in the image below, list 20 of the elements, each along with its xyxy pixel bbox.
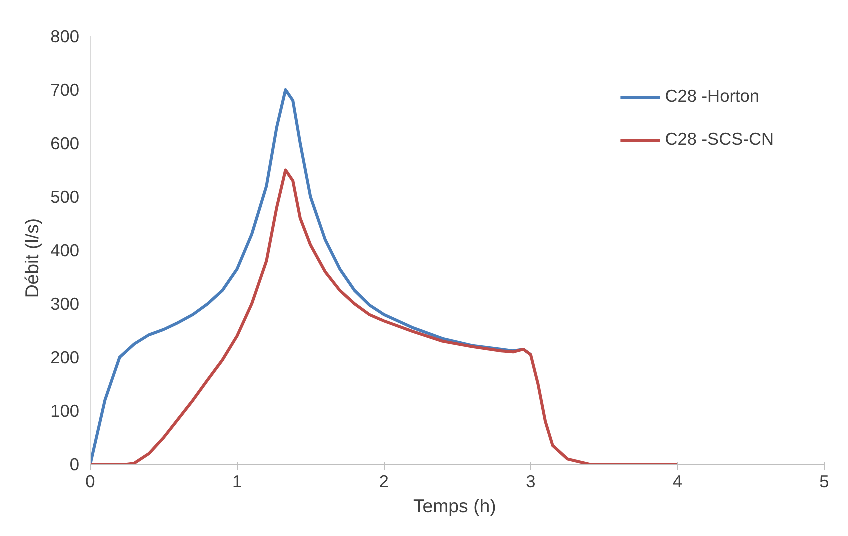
- x-tick-label: 4: [672, 472, 683, 492]
- x-tick-label: 2: [379, 472, 389, 492]
- line-series: [90, 168, 680, 464]
- y-tick-label: 600: [50, 134, 80, 154]
- y-tick-label: 0: [70, 454, 80, 474]
- legend-label: C28 -Horton: [665, 86, 760, 107]
- x-tick-label: 0: [86, 472, 96, 492]
- y-axis-title: Débit (l/s): [22, 218, 43, 298]
- y-tick-label: 100: [50, 401, 80, 421]
- legend-label: C28 -SCS-CN: [665, 129, 774, 150]
- y-tick-label: 400: [50, 240, 80, 260]
- x-tick-label: 5: [820, 472, 830, 492]
- y-tick-label: 200: [50, 348, 80, 368]
- y-tick-label: 800: [50, 26, 80, 46]
- y-tick-label: 700: [50, 80, 80, 100]
- x-tick-label: 3: [526, 472, 536, 492]
- x-tick-label: 1: [232, 472, 242, 492]
- x-axis-title: Temps (h): [413, 496, 496, 516]
- y-tick-label: 300: [50, 294, 80, 314]
- y-tick-label: 500: [50, 187, 80, 207]
